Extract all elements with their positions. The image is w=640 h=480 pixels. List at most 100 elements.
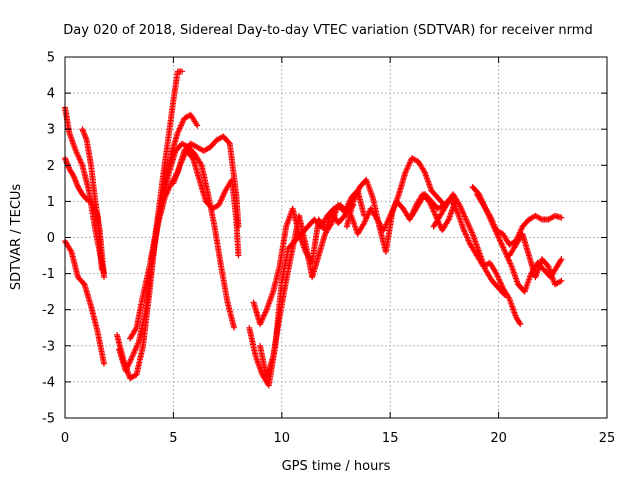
data-point <box>259 315 266 322</box>
data-point <box>465 237 472 244</box>
data-point <box>175 128 182 135</box>
data-point <box>467 226 474 233</box>
data-point <box>362 217 369 224</box>
data-point <box>219 193 226 200</box>
data-point <box>462 231 469 238</box>
x-tick-label: 0 <box>61 431 69 446</box>
data-point <box>499 243 506 250</box>
data-point <box>464 219 471 226</box>
data-point <box>209 205 216 212</box>
data-point <box>459 207 466 214</box>
data-point <box>364 212 371 219</box>
data-point <box>546 215 553 222</box>
data-point <box>490 221 497 228</box>
data-point <box>495 274 502 281</box>
data-point <box>126 359 133 366</box>
data-point <box>181 152 188 159</box>
data-point <box>178 121 185 128</box>
data-point <box>180 155 187 162</box>
data-point <box>430 208 437 215</box>
data-point <box>257 319 264 326</box>
data-point <box>386 214 393 221</box>
data-point <box>231 324 238 331</box>
data-point <box>468 228 475 235</box>
data-point <box>410 155 417 162</box>
data-point <box>536 215 543 222</box>
data-point <box>496 277 503 284</box>
data-point <box>493 270 500 277</box>
data-point <box>465 220 472 227</box>
series-track-5 <box>114 68 186 382</box>
data-point <box>404 163 411 170</box>
data-point <box>134 342 141 349</box>
x-axis-label: GPS time / hours <box>282 459 391 474</box>
data-point <box>174 129 181 136</box>
data-point <box>85 197 92 204</box>
data-point <box>74 152 81 159</box>
data-point <box>457 203 464 210</box>
data-point <box>345 200 352 207</box>
data-point <box>411 156 418 163</box>
data-point <box>529 214 536 221</box>
data-point <box>131 349 138 356</box>
y-tick-label: -3 <box>42 339 55 354</box>
data-point <box>122 368 129 375</box>
data-point <box>487 214 494 221</box>
data-point <box>342 206 349 213</box>
data-point <box>489 218 496 225</box>
data-point <box>192 143 199 150</box>
data-point <box>502 250 509 257</box>
data-point <box>391 202 398 209</box>
data-point <box>124 365 131 372</box>
data-point <box>361 218 368 225</box>
data-point <box>494 228 501 235</box>
data-point <box>493 227 500 234</box>
data-point <box>235 252 242 259</box>
data-point <box>179 118 186 125</box>
data-point <box>260 313 267 320</box>
data-point <box>77 157 84 164</box>
data-point <box>258 318 265 325</box>
data-point <box>130 373 137 380</box>
data-point <box>384 218 391 225</box>
data-point <box>518 226 525 233</box>
data-marks <box>62 68 565 389</box>
data-point <box>177 122 184 129</box>
data-point <box>179 140 186 147</box>
data-point <box>261 312 268 319</box>
y-tick-label: 5 <box>47 51 55 66</box>
data-point <box>164 189 171 196</box>
data-point <box>497 238 504 245</box>
data-point <box>500 244 507 251</box>
data-point <box>200 147 207 154</box>
data-point <box>494 272 501 279</box>
data-point <box>501 291 508 298</box>
data-point <box>259 316 266 323</box>
data-point <box>444 217 451 224</box>
y-tick-label: 3 <box>47 123 55 138</box>
data-point <box>421 168 428 175</box>
data-point <box>389 208 396 215</box>
data-point <box>486 212 493 219</box>
data-point <box>450 200 457 207</box>
data-point <box>179 119 186 126</box>
data-point <box>165 186 172 193</box>
data-point <box>532 212 539 219</box>
data-point <box>198 146 205 153</box>
data-point <box>507 260 514 267</box>
data-point <box>261 311 268 318</box>
y-tick-label: -4 <box>42 375 55 390</box>
data-point <box>78 159 85 166</box>
data-point <box>342 207 349 214</box>
data-point <box>189 141 196 148</box>
data-point <box>558 277 565 284</box>
data-point <box>179 156 186 163</box>
data-point <box>166 183 173 190</box>
data-point <box>464 235 471 242</box>
data-point <box>125 362 132 369</box>
data-point <box>190 142 197 149</box>
data-point <box>463 233 470 240</box>
data-point <box>405 162 412 169</box>
data-point <box>462 215 469 222</box>
data-point <box>178 159 185 166</box>
